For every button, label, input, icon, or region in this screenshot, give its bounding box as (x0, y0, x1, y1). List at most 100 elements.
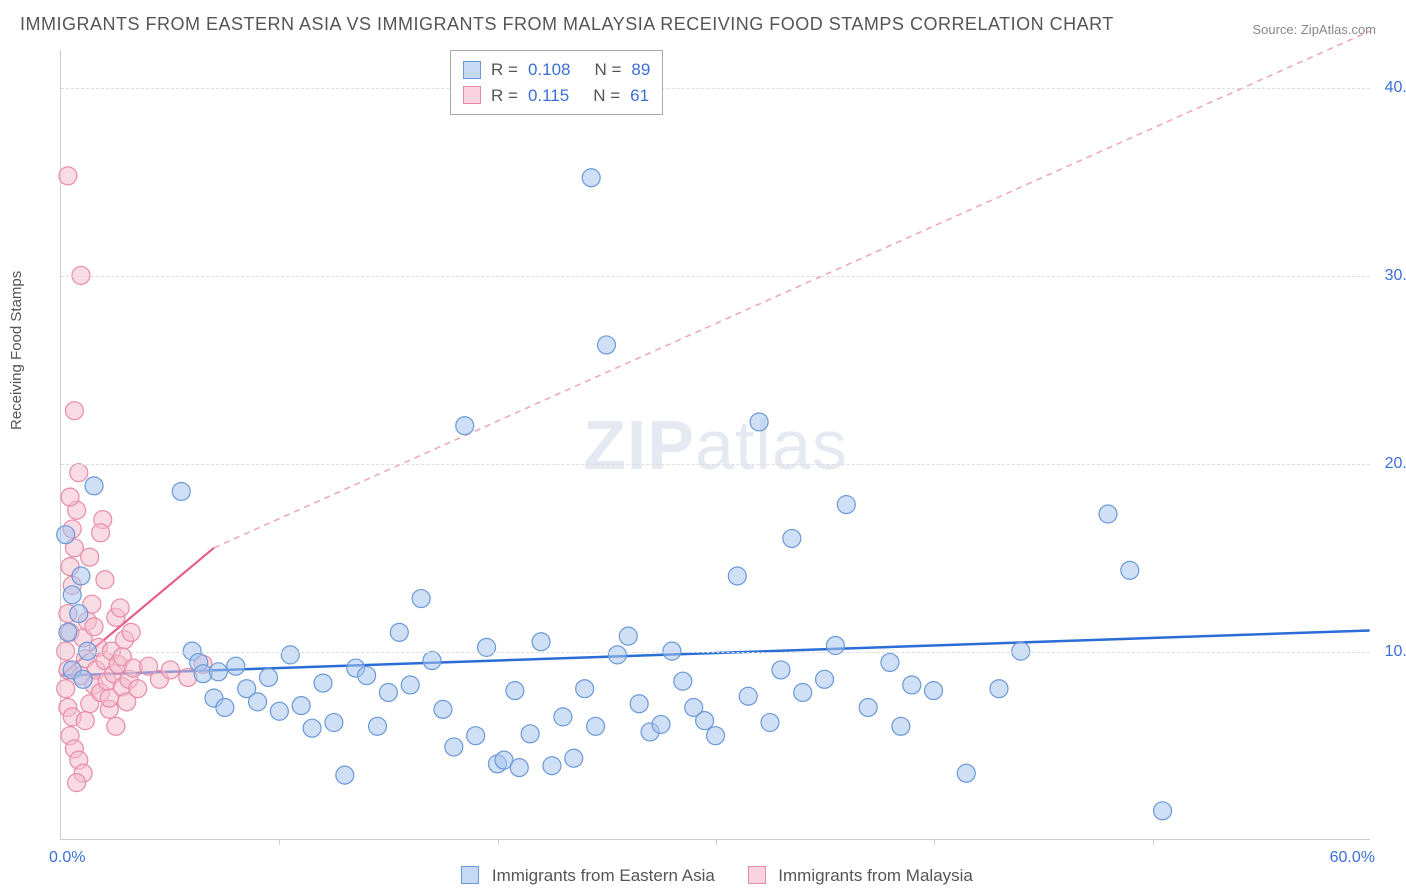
data-point (696, 712, 714, 730)
data-point (369, 717, 387, 735)
data-point (401, 676, 419, 694)
data-point (65, 402, 83, 420)
data-point (543, 757, 561, 775)
data-point (61, 488, 79, 506)
x-tick (279, 839, 280, 845)
legend-swatch-eastern-asia (463, 61, 481, 79)
data-point (292, 697, 310, 715)
data-point (68, 774, 86, 792)
legend-r-value-0: 0.108 (528, 57, 571, 83)
data-point (85, 618, 103, 636)
legend-r-value-1: 0.115 (528, 83, 569, 109)
legend-row-eastern-asia: R = 0.108 N = 89 (463, 57, 650, 83)
legend-n-value-0: 89 (631, 57, 650, 83)
legend-n-label: N = (594, 57, 621, 83)
data-point (92, 524, 110, 542)
chart-svg (61, 50, 1370, 839)
gridline (61, 652, 1370, 653)
x-axis-max-label: 60.0% (1330, 849, 1375, 867)
data-point (619, 627, 637, 645)
y-axis-label: Receiving Food Stamps (8, 271, 25, 430)
data-point (728, 567, 746, 585)
series-legend: Immigrants from Eastern Asia Immigrants … (0, 866, 1406, 886)
data-point (96, 571, 114, 589)
y-tick-label: 10.0% (1385, 643, 1406, 661)
data-point (859, 699, 877, 717)
data-point (358, 667, 376, 685)
data-point (249, 693, 267, 711)
legend-row-malaysia: R = 0.115 N = 61 (463, 83, 650, 109)
data-point (1099, 505, 1117, 523)
x-tick (498, 839, 499, 845)
source-attribution: Source: ZipAtlas.com (1252, 22, 1376, 37)
data-point (129, 680, 147, 698)
data-point (783, 529, 801, 547)
x-tick (716, 839, 717, 845)
data-point (70, 605, 88, 623)
y-tick-label: 40.0% (1385, 79, 1406, 97)
data-point (122, 623, 140, 641)
data-point (1154, 802, 1172, 820)
legend-label-malaysia: Immigrants from Malaysia (778, 866, 973, 885)
gridline (61, 464, 1370, 465)
data-point (467, 727, 485, 745)
data-point (739, 687, 757, 705)
data-point (81, 548, 99, 566)
data-point (674, 672, 692, 690)
data-point (957, 764, 975, 782)
x-axis-min-label: 0.0% (49, 849, 85, 867)
data-point (794, 683, 812, 701)
legend-r-label: R = (491, 57, 518, 83)
data-point (608, 646, 626, 664)
data-point (57, 526, 75, 544)
data-point (423, 652, 441, 670)
data-point (325, 714, 343, 732)
data-point (390, 623, 408, 641)
data-point (707, 727, 725, 745)
data-point (59, 167, 77, 185)
data-point (63, 586, 81, 604)
data-point (216, 699, 234, 717)
data-point (227, 657, 245, 675)
data-point (881, 653, 899, 671)
chart-title: IMMIGRANTS FROM EASTERN ASIA VS IMMIGRAN… (20, 14, 1114, 35)
data-point (85, 477, 103, 495)
data-point (456, 417, 474, 435)
x-tick (1153, 839, 1154, 845)
data-point (1121, 561, 1139, 579)
gridline (61, 276, 1370, 277)
data-point (587, 717, 605, 735)
data-point (892, 717, 910, 735)
x-tick (934, 839, 935, 845)
data-point (270, 702, 288, 720)
data-point (772, 661, 790, 679)
legend-label-eastern-asia: Immigrants from Eastern Asia (492, 866, 715, 885)
correlation-legend: R = 0.108 N = 89 R = 0.115 N = 61 (450, 50, 663, 115)
data-point (76, 712, 94, 730)
data-point (576, 680, 594, 698)
legend-swatch-malaysia (463, 86, 481, 104)
data-point (209, 663, 227, 681)
data-point (59, 623, 77, 641)
data-point (816, 670, 834, 688)
legend-n-value-1: 61 (630, 83, 649, 109)
gridline (61, 88, 1370, 89)
data-point (107, 717, 125, 735)
data-point (57, 680, 75, 698)
data-point (521, 725, 539, 743)
data-point (925, 682, 943, 700)
data-point (510, 759, 528, 777)
data-point (565, 749, 583, 767)
data-point (281, 646, 299, 664)
legend-swatch-eastern-asia (461, 866, 479, 884)
data-point (990, 680, 1008, 698)
data-point (111, 599, 129, 617)
legend-r-label: R = (491, 83, 518, 109)
data-point (74, 670, 92, 688)
data-point (761, 714, 779, 732)
legend-swatch-malaysia (748, 866, 766, 884)
data-point (903, 676, 921, 694)
data-point (412, 590, 430, 608)
data-point (72, 567, 90, 585)
data-point (434, 700, 452, 718)
